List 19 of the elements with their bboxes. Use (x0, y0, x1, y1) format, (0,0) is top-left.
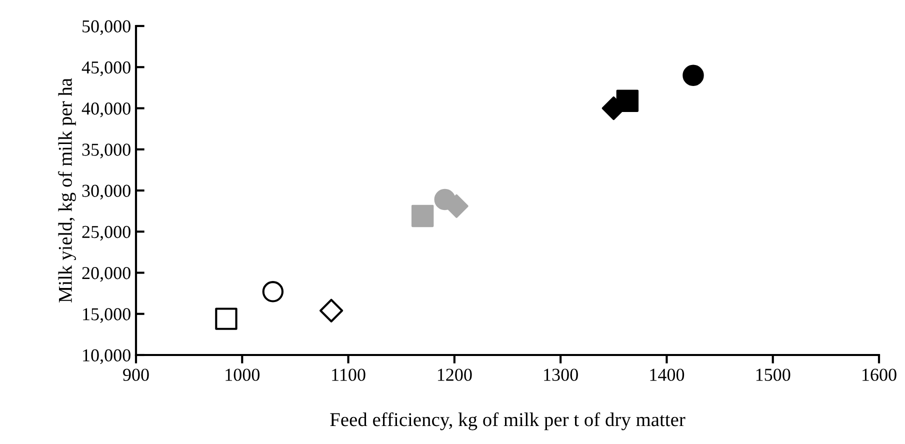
x-tick-label: 1600 (862, 368, 896, 381)
y-tick-label: 35,000 (82, 144, 130, 158)
x-tick-label: 1300 (544, 368, 578, 381)
x-tick-label: 900 (123, 368, 149, 381)
y-tick-label: 10,000 (83, 349, 130, 364)
y-tick-label: 45,000 (82, 61, 130, 76)
y-axis-title: Milk yield, kg of milk per ha (58, 78, 76, 303)
x-tick-label: 1400 (650, 368, 684, 381)
x-tick-label: 1000 (226, 368, 260, 381)
y-tick-label: 30,000 (82, 184, 130, 200)
x-tick-label: 1100 (332, 368, 366, 381)
y-tick-label: 15,000 (83, 308, 130, 323)
x-tick-label: 1200 (438, 368, 472, 381)
y-tick-label: 25,000 (82, 226, 130, 241)
y-tick-label: 20,000 (82, 267, 130, 282)
y-tick-label: 50,000 (82, 20, 130, 36)
x-axis-title: Feed efficiency, kg of milk per t of dry matter (330, 412, 686, 430)
y-tick-label: 40,000 (82, 102, 130, 118)
x-tick-label: 1500 (756, 368, 790, 381)
